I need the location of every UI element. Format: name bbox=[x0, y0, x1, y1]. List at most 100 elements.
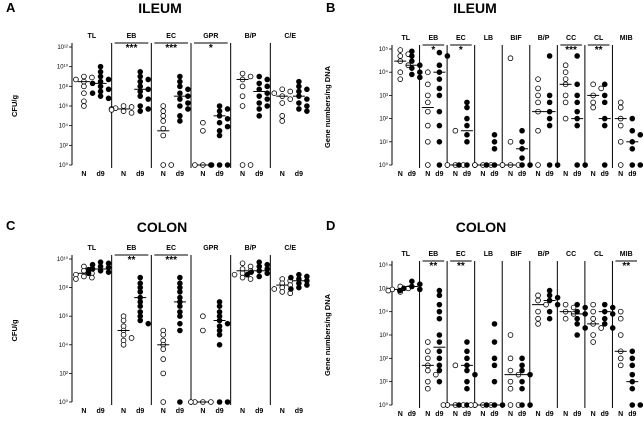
data-point-d9-a bbox=[177, 83, 183, 90]
group-label-d: EB bbox=[428, 251, 438, 258]
data-point-n-c bbox=[188, 399, 194, 405]
data-point-d9-c bbox=[137, 303, 144, 310]
data-point-d9-d bbox=[491, 339, 498, 345]
data-point-n-c bbox=[81, 267, 87, 274]
data-point-d9-c bbox=[137, 274, 144, 281]
category-label-b: d9 bbox=[518, 171, 526, 178]
category-label-c: d9 bbox=[96, 408, 104, 415]
data-point-d9-d bbox=[629, 385, 636, 392]
panel-title-c: COLON bbox=[137, 219, 188, 235]
data-point-d9-c bbox=[264, 270, 271, 277]
data-point-n-d bbox=[535, 297, 541, 304]
group-label-b: CL bbox=[594, 35, 604, 42]
data-point-n-b bbox=[425, 99, 431, 106]
data-point-n-a bbox=[247, 73, 254, 80]
category-label-b: N bbox=[480, 171, 485, 178]
category-label-b: N bbox=[398, 171, 403, 178]
data-point-d9-d bbox=[609, 311, 616, 317]
data-point-n-c bbox=[160, 399, 167, 405]
data-point-n-d bbox=[535, 315, 541, 322]
group-label-c: GPR bbox=[203, 245, 218, 252]
data-point-d9-d bbox=[491, 355, 498, 362]
data-point-d9-a bbox=[264, 103, 271, 109]
category-label-b: d9 bbox=[463, 171, 471, 178]
category-label-b: d9 bbox=[628, 171, 636, 178]
data-point-n-a bbox=[81, 73, 87, 80]
data-point-d9-c bbox=[177, 399, 183, 405]
data-point-n-d bbox=[535, 321, 541, 327]
data-point-n-b bbox=[397, 76, 404, 82]
data-point-d9-a bbox=[296, 88, 302, 95]
data-point-d9-b bbox=[601, 122, 608, 129]
data-point-d9-d bbox=[582, 311, 588, 317]
category-label-d: N bbox=[453, 411, 458, 418]
data-point-d9-b bbox=[436, 162, 443, 168]
sig-label-a: *** bbox=[165, 43, 177, 54]
data-point-n-d bbox=[468, 402, 474, 408]
y-tick-label-b: 10¹ bbox=[379, 140, 388, 146]
category-label-b: d9 bbox=[435, 171, 443, 178]
data-point-n-b bbox=[562, 115, 569, 122]
data-point-d9-b bbox=[491, 132, 498, 138]
category-label-b: d9 bbox=[601, 171, 609, 178]
data-point-d9-d bbox=[601, 315, 608, 322]
category-label-b: N bbox=[453, 171, 458, 178]
group-label-b: MIB bbox=[620, 35, 633, 42]
data-point-d9-c bbox=[216, 399, 223, 405]
data-point-n-a bbox=[160, 103, 167, 109]
data-point-d9-c bbox=[177, 274, 183, 281]
group-label-b: B/P bbox=[538, 35, 550, 42]
data-point-d9-c bbox=[177, 313, 183, 320]
group-label-a: EB bbox=[127, 33, 137, 40]
data-point-d9-c bbox=[105, 264, 112, 271]
sig-label-a: *** bbox=[126, 43, 138, 54]
data-point-n-c bbox=[81, 273, 87, 280]
data-point-n-b bbox=[617, 104, 624, 111]
y-tick-label-d: 10⁰ bbox=[379, 402, 389, 409]
data-point-n-a bbox=[279, 100, 286, 106]
group-label-c: C/E bbox=[284, 245, 296, 252]
data-point-d9-a bbox=[137, 73, 144, 80]
data-point-d9-a bbox=[296, 83, 302, 90]
category-label-d: N bbox=[618, 411, 623, 418]
data-point-d9-b bbox=[601, 99, 608, 106]
data-point-n-b bbox=[617, 139, 624, 145]
data-point-d9-b bbox=[417, 62, 423, 69]
category-label-a: d9 bbox=[96, 171, 104, 178]
group-label-c: B/P bbox=[245, 245, 257, 252]
data-point-d9-d bbox=[546, 308, 553, 315]
category-label-b: N bbox=[536, 171, 541, 178]
data-point-d9-b bbox=[491, 145, 498, 152]
data-point-d9-c bbox=[177, 303, 183, 310]
category-label-b: N bbox=[563, 171, 568, 178]
data-point-d9-a bbox=[216, 108, 223, 114]
panel-title-a: ILEUM bbox=[138, 0, 182, 16]
data-point-n-c bbox=[73, 276, 79, 282]
data-point-n-d bbox=[590, 315, 596, 322]
data-point-d9-b bbox=[574, 108, 580, 115]
data-point-n-b bbox=[590, 81, 596, 88]
data-point-d9-a bbox=[137, 83, 144, 90]
data-point-d9-d bbox=[491, 321, 498, 327]
category-label-d: d9 bbox=[435, 411, 443, 418]
data-point-n-b bbox=[472, 162, 478, 168]
data-point-n-a bbox=[73, 76, 79, 83]
data-point-d9-d bbox=[629, 371, 636, 378]
data-point-n-b bbox=[535, 76, 541, 82]
data-point-d9-a bbox=[216, 103, 223, 109]
group-label-d: LB bbox=[484, 251, 493, 258]
data-point-n-d bbox=[507, 332, 514, 338]
group-label-a: TL bbox=[88, 33, 97, 40]
data-point-d9-b bbox=[574, 99, 580, 106]
category-label-a: d9 bbox=[215, 171, 223, 178]
data-point-n-d bbox=[425, 378, 431, 385]
category-label-d: d9 bbox=[408, 411, 416, 418]
data-point-d9-a bbox=[256, 80, 263, 87]
data-point-d9-b bbox=[436, 76, 443, 82]
data-point-n-d bbox=[425, 348, 431, 355]
data-point-d9-a bbox=[97, 93, 104, 99]
data-point-n-c bbox=[271, 286, 278, 292]
data-point-d9-b bbox=[527, 162, 533, 168]
y-tick-label-a: 10⁸ bbox=[59, 83, 69, 90]
data-point-n-a bbox=[120, 108, 127, 114]
